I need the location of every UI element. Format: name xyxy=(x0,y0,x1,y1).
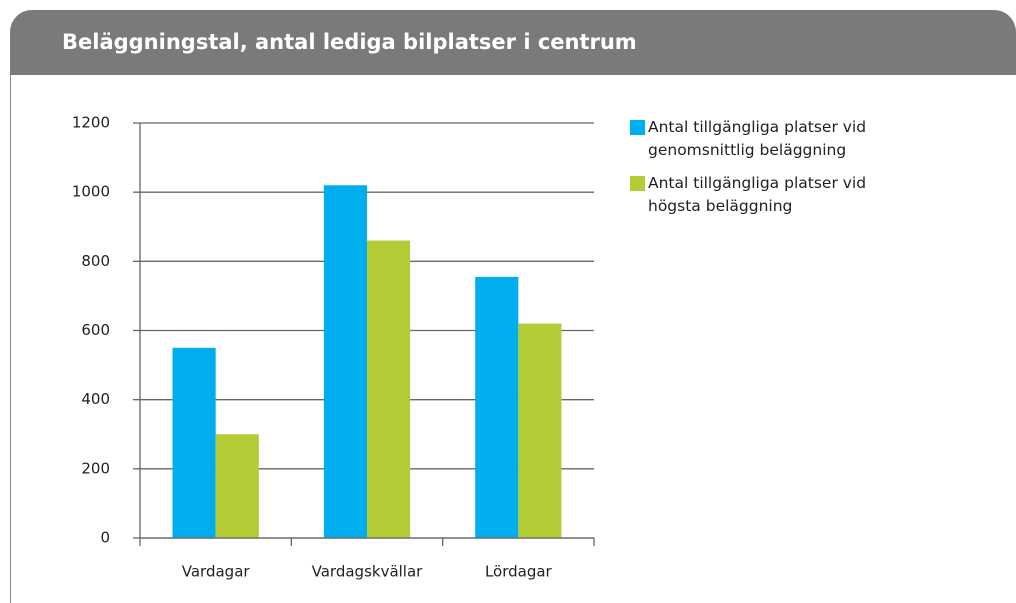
legend-item: Antal tillgängliga platser vid högsta be… xyxy=(630,172,900,218)
legend-swatch xyxy=(630,120,645,135)
legend-item: Antal tillgängliga platser vid genomsnit… xyxy=(630,116,900,162)
y-tick-label: 0 xyxy=(100,529,110,547)
bar xyxy=(215,434,259,538)
bar xyxy=(518,323,562,538)
header: Beläggningstal, antal lediga bilplatser … xyxy=(10,10,1016,75)
x-tick-label: Vardagar xyxy=(182,563,251,581)
y-tick-label: 200 xyxy=(81,459,110,477)
legend-label: Antal tillgängliga platser vid genomsnit… xyxy=(648,118,867,159)
bar xyxy=(367,240,411,539)
legend: Antal tillgängliga platser vid genomsnit… xyxy=(630,116,900,228)
bar xyxy=(475,276,519,538)
y-tick-label: 800 xyxy=(81,252,110,270)
bar xyxy=(323,185,367,538)
legend-label: Antal tillgängliga platser vid högsta be… xyxy=(648,174,867,215)
frame xyxy=(10,75,11,603)
legend-swatch xyxy=(630,176,645,191)
y-tick-label: 600 xyxy=(81,321,110,339)
y-tick-label: 400 xyxy=(81,390,110,408)
bar xyxy=(172,347,216,538)
x-tick-label: Vardagskvällar xyxy=(312,563,424,581)
x-tick-label: Lördagar xyxy=(485,563,553,581)
chart-title: Beläggningstal, antal lediga bilplatser … xyxy=(62,30,637,54)
y-tick-label: 1200 xyxy=(72,114,110,132)
y-tick-label: 1000 xyxy=(72,183,110,201)
